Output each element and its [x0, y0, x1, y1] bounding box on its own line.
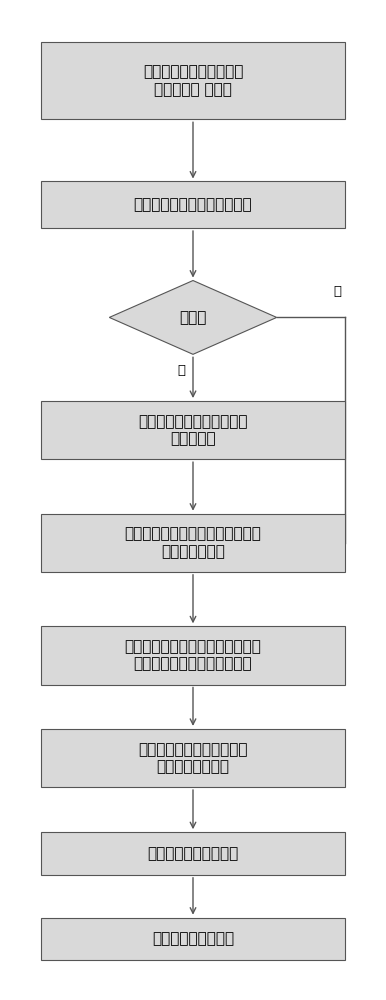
Text: 确定每个子结构所受外部激励: 确定每个子结构所受外部激励: [134, 197, 252, 212]
Text: 根据衔接线处边界连续条件
建立耦合振动方程: 根据衔接线处边界连续条件 建立耦合振动方程: [138, 742, 248, 774]
FancyBboxPatch shape: [41, 514, 345, 572]
Text: 按照衔接线将线衔接结构
划分为多个 子结构: 按照衔接线将线衔接结构 划分为多个 子结构: [143, 64, 243, 97]
Text: 点激励: 点激励: [179, 310, 207, 325]
FancyBboxPatch shape: [41, 181, 345, 228]
Text: 否: 否: [334, 285, 341, 298]
Text: 是: 是: [178, 364, 186, 377]
Text: 根据线导纳的定义，求解振动响应
表达式中导纳矩阵的各元素值: 根据线导纳的定义，求解振动响应 表达式中导纳矩阵的各元素值: [125, 639, 261, 672]
FancyBboxPatch shape: [41, 918, 345, 960]
FancyBboxPatch shape: [41, 832, 345, 875]
FancyBboxPatch shape: [41, 626, 345, 685]
FancyBboxPatch shape: [41, 401, 345, 459]
Polygon shape: [109, 281, 277, 354]
FancyBboxPatch shape: [41, 729, 345, 787]
Text: 求解衔接线上的耦合力: 求解衔接线上的耦合力: [147, 846, 239, 861]
Text: 将点力通过空间傅立叶变换
转化为线力: 将点力通过空间傅立叶变换 转化为线力: [138, 414, 248, 446]
FancyBboxPatch shape: [41, 42, 345, 119]
Text: 建立每个子结构在各自衔接线处的
振动响应表达式: 建立每个子结构在各自衔接线处的 振动响应表达式: [125, 527, 261, 559]
Text: 计算结构振动功率流: 计算结构振动功率流: [152, 931, 234, 946]
